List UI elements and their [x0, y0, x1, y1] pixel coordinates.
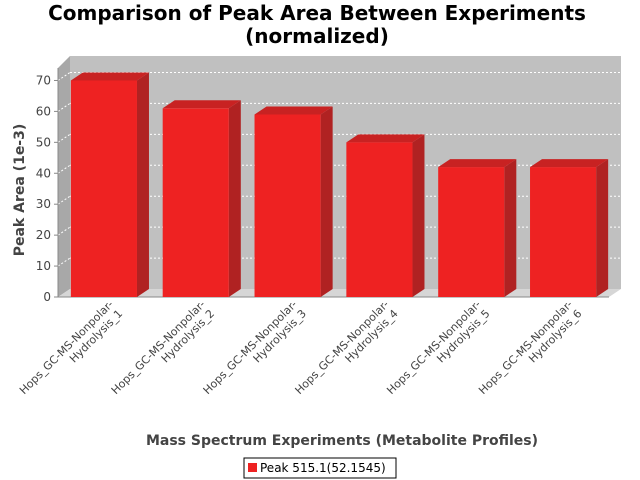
y-tick-label: 20 [36, 228, 51, 242]
bar-side [504, 159, 517, 297]
x-tick-label: Hops_GC-MS-Nonpolar-Hydrolysis_5 [384, 298, 492, 406]
chart-title-line-2: (normalized) [245, 24, 389, 48]
bar-front [254, 114, 321, 297]
bar-front [530, 167, 597, 297]
bar-side [136, 72, 149, 297]
bar-top [162, 100, 241, 109]
x-tick-label: Hops_GC-MS-Nonpolar-Hydrolysis_3 [201, 298, 309, 406]
bar-side [412, 134, 425, 297]
x-axis-title: Mass Spectrum Experiments (Metabolite Pr… [146, 433, 538, 449]
bar-side [320, 106, 333, 297]
plot-left-wall [58, 56, 70, 297]
bar [438, 159, 517, 297]
grid-line-side [57, 102, 71, 112]
grid-line-side [57, 164, 71, 174]
bar-top [438, 159, 517, 168]
bar-top [254, 106, 333, 115]
chart-title-line-1: Comparison of Peak Area Between Experime… [48, 1, 586, 25]
bar [70, 72, 149, 297]
x-tick-label: Hops_GC-MS-Nonpolar-Hydrolysis_1 [17, 298, 125, 406]
y-tick-label: 0 [43, 290, 51, 304]
grid-line-side [57, 133, 71, 143]
legend-swatch [248, 463, 257, 472]
bar [346, 134, 425, 297]
bar-side [596, 159, 609, 297]
x-tick-label: Hops_GC-MS-Nonpolar-Hydrolysis_6 [476, 298, 584, 406]
bar-front [438, 167, 505, 297]
x-tick-label: Hops_GC-MS-Nonpolar-Hydrolysis_2 [109, 298, 217, 406]
y-tick-label: 30 [36, 197, 51, 211]
grid-line-side [57, 72, 71, 81]
y-axis-title: Peak Area (1e-3) [12, 124, 28, 257]
grid-line-side [57, 195, 71, 205]
bar-top [530, 159, 609, 168]
bar-front [162, 108, 229, 297]
legend: Peak 515.1(52.1545) [243, 457, 397, 479]
grid-line-side [57, 226, 71, 236]
bar-top [70, 72, 149, 81]
bar [254, 106, 333, 297]
y-tick-label: 50 [36, 135, 51, 149]
y-tick-label: 60 [36, 104, 51, 118]
y-tick-label: 70 [36, 73, 51, 87]
bar-front [346, 142, 413, 297]
y-tick-label: 40 [36, 166, 51, 180]
bar [530, 159, 609, 297]
bar-side [228, 100, 241, 297]
bar-front [70, 80, 137, 297]
legend-label: Peak 515.1(52.1545) [260, 461, 386, 475]
x-tick-label: Hops_GC-MS-Nonpolar-Hydrolysis_4 [292, 298, 400, 406]
bar [162, 100, 241, 297]
y-tick-label: 10 [36, 259, 51, 273]
grid-line-side [57, 257, 71, 267]
bar-top [346, 134, 425, 143]
legend-box [243, 457, 397, 479]
